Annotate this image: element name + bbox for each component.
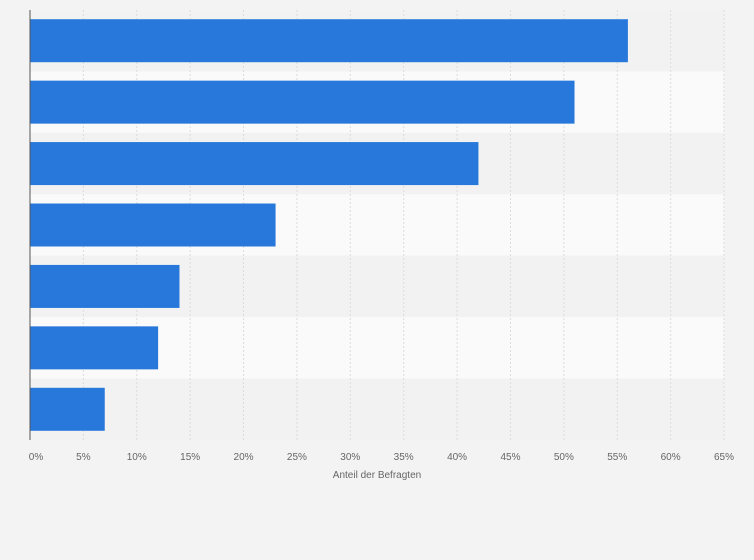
x-tick-label: 55% [607,452,627,463]
x-tick-label: 50% [554,452,574,463]
x-tick-label: 40% [447,452,467,463]
bar [30,326,159,370]
x-tick-labels: 0% 5% 10% 15% 20% 25% 30% 35% 40% 45% 50% 55% 60% 65% [29,452,734,463]
x-tick-label: 35% [394,452,414,463]
x-tick-label: 20% [234,452,254,463]
x-tick-label: 15% [180,452,200,463]
bar [30,19,628,63]
bar [30,142,479,186]
bar [30,387,105,431]
bars [30,19,628,431]
x-tick-label: 10% [127,452,147,463]
x-tick-label: 0% [29,452,44,463]
bar [30,264,180,308]
x-tick-label: 5% [76,452,91,463]
x-tick-label: 65% [714,452,734,463]
x-tick-label: 25% [287,452,307,463]
bar [30,80,575,124]
row-band [30,378,724,440]
x-tick-label: 45% [500,452,520,463]
x-axis-title: Anteil der Befragten [333,470,421,481]
x-tick-label: 30% [340,452,360,463]
x-tick-label: 60% [661,452,681,463]
bar [30,203,276,247]
